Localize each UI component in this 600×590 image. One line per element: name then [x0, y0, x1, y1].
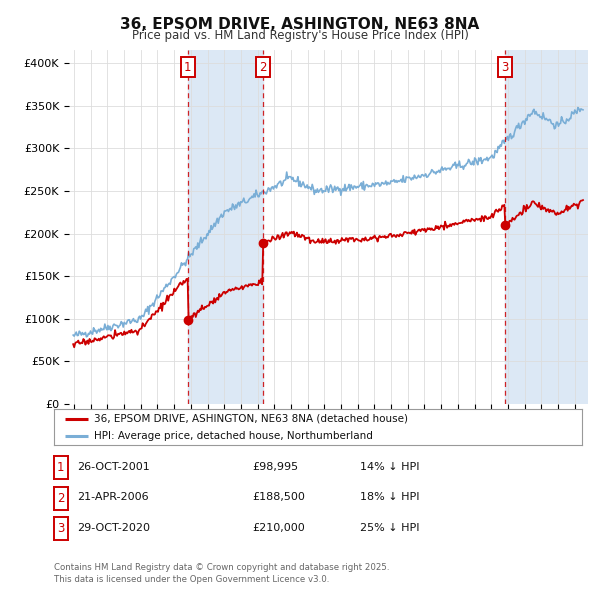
Text: 26-OCT-2001: 26-OCT-2001 [77, 462, 149, 471]
Text: 1: 1 [184, 61, 191, 74]
Text: 21-APR-2006: 21-APR-2006 [77, 493, 148, 502]
Bar [505, 50, 588, 404]
Text: 36, EPSOM DRIVE, ASHINGTON, NE63 8NA (detached house): 36, EPSOM DRIVE, ASHINGTON, NE63 8NA (de… [94, 414, 407, 424]
Text: 3: 3 [502, 61, 509, 74]
Text: Contains HM Land Registry data © Crown copyright and database right 2025.
This d: Contains HM Land Registry data © Crown c… [54, 563, 389, 584]
Text: 3: 3 [57, 522, 65, 535]
Bar [188, 50, 263, 404]
Text: 18% ↓ HPI: 18% ↓ HPI [360, 493, 419, 502]
Text: 2: 2 [57, 491, 65, 504]
Text: Price paid vs. HM Land Registry's House Price Index (HPI): Price paid vs. HM Land Registry's House … [131, 30, 469, 42]
Text: 14% ↓ HPI: 14% ↓ HPI [360, 462, 419, 471]
Text: 1: 1 [57, 461, 65, 474]
Text: 25% ↓ HPI: 25% ↓ HPI [360, 523, 419, 533]
Text: 2: 2 [259, 61, 266, 74]
Text: 29-OCT-2020: 29-OCT-2020 [77, 523, 150, 533]
Text: HPI: Average price, detached house, Northumberland: HPI: Average price, detached house, Nort… [94, 431, 373, 441]
Text: £98,995: £98,995 [252, 462, 298, 471]
Text: £210,000: £210,000 [252, 523, 305, 533]
Text: 36, EPSOM DRIVE, ASHINGTON, NE63 8NA: 36, EPSOM DRIVE, ASHINGTON, NE63 8NA [121, 17, 479, 31]
Text: £188,500: £188,500 [252, 493, 305, 502]
